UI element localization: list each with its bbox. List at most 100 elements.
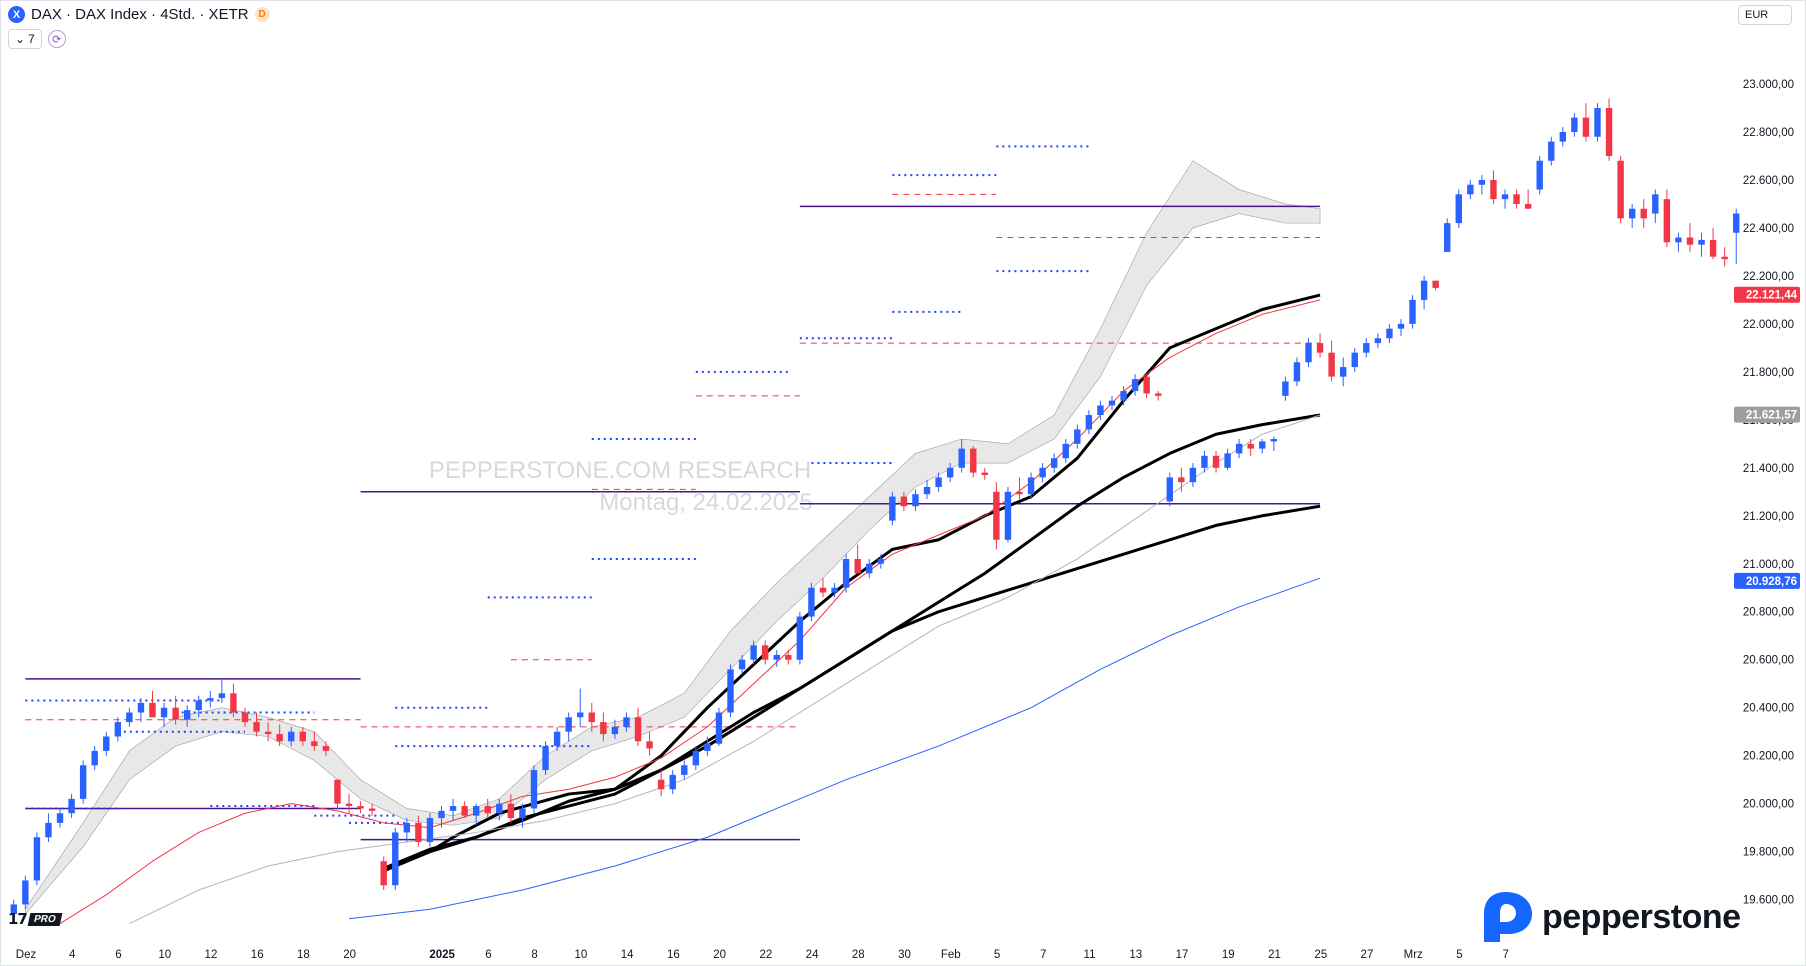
candle-body	[611, 726, 619, 735]
candle-body	[1721, 256, 1728, 260]
candle	[1259, 439, 1266, 454]
candle	[103, 731, 110, 756]
candle-body	[1571, 117, 1578, 132]
candle	[646, 731, 653, 756]
pepperstone-p-icon	[1484, 892, 1532, 942]
ma-line-5	[348, 577, 1321, 920]
y-tick-label: 23.000,00	[1743, 79, 1794, 91]
watermark-line-1: PEPPERSTONE.COM RESEARCH	[429, 457, 811, 484]
candle	[68, 794, 75, 819]
candle	[831, 582, 838, 598]
x-tick-label: 13	[1129, 949, 1142, 961]
candle-body	[1027, 477, 1035, 495]
candle	[126, 707, 133, 727]
currency-button[interactable]: EUR	[1738, 5, 1792, 25]
x-tick-label: 12	[205, 949, 218, 961]
candle	[415, 815, 422, 847]
candle-body	[311, 741, 318, 747]
candle	[1189, 463, 1197, 488]
candle	[623, 712, 630, 732]
x-tick-label: 16	[667, 949, 680, 961]
candle-body	[1386, 328, 1393, 339]
y-tick-label: 19.800,00	[1743, 847, 1794, 859]
x-tick-label: 6	[115, 949, 121, 961]
x-tick-label: 27	[1361, 949, 1374, 961]
candle	[1617, 155, 1624, 224]
candle	[1363, 338, 1370, 358]
candle	[1444, 218, 1451, 252]
y-tick-label: 20.200,00	[1743, 751, 1794, 763]
x-tick-label: 7	[1040, 949, 1046, 961]
x-tick-label: 30	[898, 949, 911, 961]
candle	[600, 712, 607, 742]
candle	[750, 640, 757, 665]
candle	[1628, 203, 1636, 228]
candle-body	[553, 731, 561, 747]
ma-line-2	[383, 413, 1321, 870]
candle-body	[1351, 352, 1358, 368]
candle-body	[634, 717, 642, 742]
candle	[819, 578, 827, 598]
price-tag: 21.621,57	[1734, 406, 1800, 423]
candle-body	[1097, 405, 1104, 416]
candle	[773, 650, 780, 667]
candle-body	[623, 717, 630, 727]
candle-body	[877, 558, 884, 564]
candle	[1027, 472, 1035, 499]
candle	[1652, 189, 1659, 224]
candle-body	[1328, 352, 1335, 377]
x-tick-label: Dez	[16, 949, 37, 961]
candle-body	[114, 722, 122, 737]
candle	[1062, 439, 1069, 464]
candle	[472, 803, 480, 826]
price-tag-bg	[1734, 406, 1800, 423]
candle	[1201, 451, 1208, 473]
candle-body	[1675, 237, 1682, 243]
candle-body	[1259, 441, 1266, 449]
x-tick-label: 10	[158, 949, 171, 961]
candlesticks[interactable]	[10, 98, 1740, 924]
candle-body	[1074, 429, 1081, 444]
refresh-icon[interactable]: ⟳	[47, 30, 66, 48]
candle	[276, 724, 283, 747]
candle-body	[1085, 415, 1093, 430]
ribbon-band	[25, 160, 1321, 915]
candle-body	[542, 746, 549, 771]
candle-body	[1559, 131, 1567, 142]
x-tick-label: 6	[485, 949, 491, 961]
x-tick-label: 10	[574, 949, 587, 961]
candle-body	[1247, 443, 1254, 449]
candle-body	[727, 669, 734, 713]
candle	[1409, 295, 1416, 329]
candle-body	[1628, 208, 1636, 219]
candle-body	[1293, 362, 1301, 382]
indicator-count: 7	[28, 32, 35, 46]
candle-body	[577, 712, 584, 718]
indicators-toggle-button[interactable]: ⌄ 7	[8, 29, 42, 49]
candle	[1050, 453, 1058, 473]
tv-mark: 17	[8, 910, 28, 928]
delayed-badge[interactable]: D	[254, 7, 270, 22]
price-tag-label: 22.121,44	[1746, 290, 1798, 302]
candle-body	[1039, 467, 1046, 478]
x-tick-label: 20	[713, 949, 726, 961]
price-tag: 22.121,44	[1734, 286, 1800, 303]
price-tag-label: 21.621,57	[1746, 410, 1797, 422]
y-tick-label: 22.600,00	[1743, 175, 1794, 187]
candle	[449, 798, 457, 821]
candle	[1605, 98, 1613, 161]
candle	[1478, 175, 1486, 195]
candle-body	[334, 779, 341, 804]
candle	[761, 640, 769, 665]
time-axis[interactable]: Dez 4 6 10 12 16 18 20 2025 6 8 10 14 16 20 22 24 28 30 Feb…	[16, 949, 1509, 961]
chart-header[interactable]: X DAX · DAX Index · 4Std. · XETR D	[8, 6, 270, 23]
candle	[311, 731, 318, 751]
candle-body	[345, 803, 353, 807]
candle-body	[507, 803, 515, 819]
x-tick-label: 4	[69, 949, 76, 961]
symbol-title[interactable]: DAX · DAX Index · 4Std. · XETR	[31, 6, 249, 23]
tradingview-logo[interactable]: 17 PRO	[8, 910, 62, 928]
candle-body	[218, 693, 226, 699]
candle-body	[253, 722, 260, 732]
candle	[877, 554, 884, 569]
